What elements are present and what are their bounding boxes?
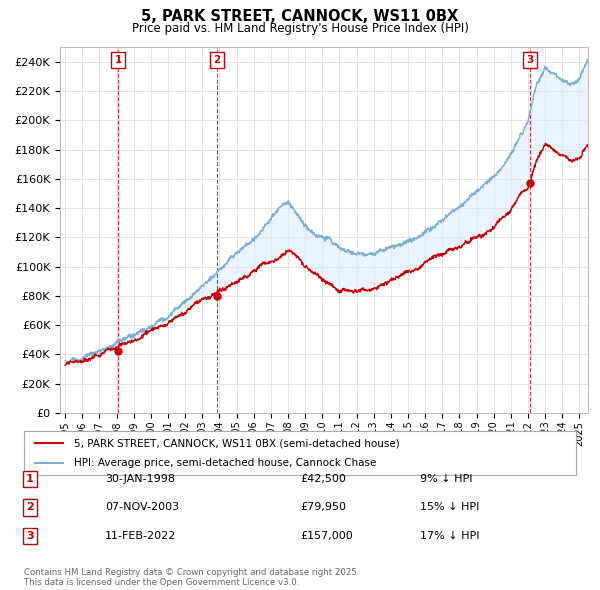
- Text: Contains HM Land Registry data © Crown copyright and database right 2025.
This d: Contains HM Land Registry data © Crown c…: [24, 568, 359, 587]
- Text: 2: 2: [213, 55, 220, 65]
- Text: 15% ↓ HPI: 15% ↓ HPI: [420, 503, 479, 512]
- Text: 3: 3: [26, 531, 34, 540]
- Text: 17% ↓ HPI: 17% ↓ HPI: [420, 531, 479, 540]
- Text: HPI: Average price, semi-detached house, Cannock Chase: HPI: Average price, semi-detached house,…: [74, 458, 376, 467]
- Text: £79,950: £79,950: [300, 503, 346, 512]
- Text: 5, PARK STREET, CANNOCK, WS11 0BX: 5, PARK STREET, CANNOCK, WS11 0BX: [142, 9, 458, 24]
- Text: £157,000: £157,000: [300, 531, 353, 540]
- Text: 30-JAN-1998: 30-JAN-1998: [105, 474, 175, 484]
- Text: 07-NOV-2003: 07-NOV-2003: [105, 503, 179, 512]
- Text: 1: 1: [26, 474, 34, 484]
- Text: 3: 3: [526, 55, 533, 65]
- Text: Price paid vs. HM Land Registry's House Price Index (HPI): Price paid vs. HM Land Registry's House …: [131, 22, 469, 35]
- Text: 2: 2: [26, 503, 34, 512]
- Text: £42,500: £42,500: [300, 474, 346, 484]
- Text: 5, PARK STREET, CANNOCK, WS11 0BX (semi-detached house): 5, PARK STREET, CANNOCK, WS11 0BX (semi-…: [74, 438, 400, 448]
- Text: 9% ↓ HPI: 9% ↓ HPI: [420, 474, 473, 484]
- Text: 1: 1: [115, 55, 122, 65]
- Text: 11-FEB-2022: 11-FEB-2022: [105, 531, 176, 540]
